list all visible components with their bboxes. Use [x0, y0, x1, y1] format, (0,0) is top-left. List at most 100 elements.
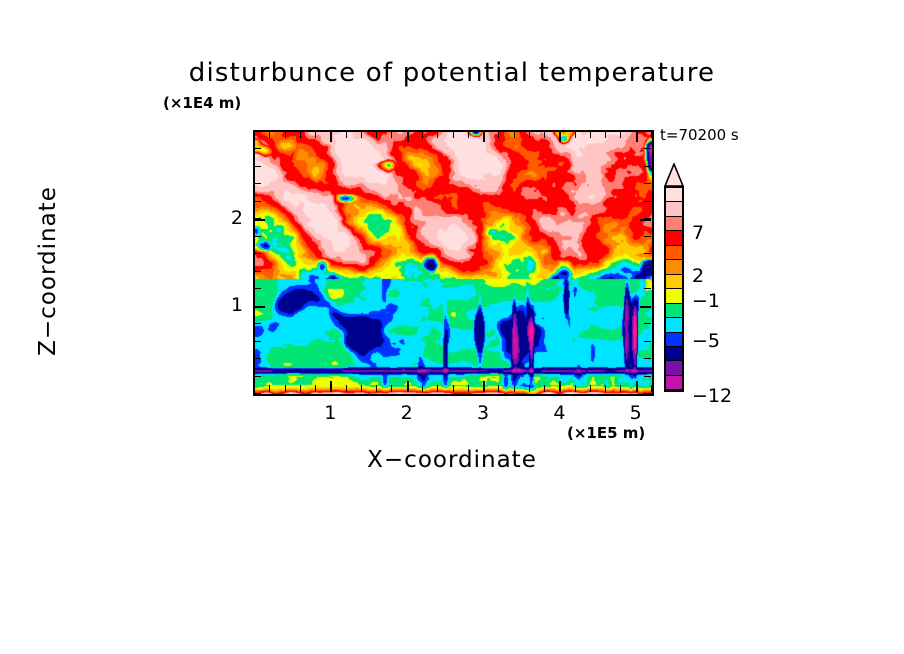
x-minor-tick-top	[284, 131, 286, 138]
y-minor-tick	[254, 393, 261, 394]
colorbar-band	[666, 317, 682, 332]
x-tick-label: 5	[629, 402, 642, 424]
x-tick-label: 3	[476, 402, 490, 424]
y-major-tick	[254, 219, 265, 221]
contour-field-canvas	[255, 132, 652, 394]
y-minor-tick-right	[644, 393, 651, 394]
y-minor-tick-right	[644, 270, 651, 272]
y-minor-tick-right	[644, 200, 651, 202]
colorbar-band	[666, 201, 682, 216]
x-minor-tick-top	[269, 131, 271, 138]
y-tick-label: 1	[230, 294, 243, 317]
x-minor-tick	[605, 385, 607, 392]
y-minor-tick	[254, 200, 261, 202]
x-minor-tick	[467, 385, 469, 392]
x-minor-tick	[498, 385, 500, 392]
colorbar-tick-label: −12	[692, 385, 733, 407]
x-minor-tick-top	[299, 131, 301, 138]
x-minor-tick	[544, 385, 546, 392]
x-minor-tick	[345, 385, 347, 392]
x-major-tick	[330, 381, 333, 392]
x-minor-tick	[315, 385, 317, 392]
x-minor-tick	[574, 385, 576, 392]
y-major-tick	[254, 306, 265, 309]
x-minor-tick	[513, 385, 515, 392]
x-minor-tick	[589, 385, 591, 392]
y-axis-title: Z−coordinate	[35, 186, 61, 356]
x-minor-tick	[360, 385, 362, 392]
y-minor-tick-right	[644, 183, 651, 185]
x-major-tick	[483, 381, 486, 392]
x-minor-tick-top	[254, 131, 255, 138]
page-title: disturbunce of potential temperature	[188, 58, 716, 88]
x-minor-tick	[284, 385, 286, 392]
colorbar-band	[666, 273, 682, 289]
x-tick-label: 2	[400, 402, 413, 424]
x-major-tick-top	[559, 131, 562, 142]
x-minor-tick	[452, 385, 454, 392]
colorbar-band	[666, 244, 682, 260]
y-minor-tick-right	[644, 131, 651, 132]
colorbar-band	[666, 345, 682, 361]
colorbar-band	[666, 389, 682, 390]
y-minor-tick	[254, 358, 261, 360]
x-minor-tick	[437, 385, 439, 392]
y-major-tick-right	[640, 219, 651, 221]
y-tick-label: 2	[230, 207, 243, 229]
y-minor-tick	[254, 340, 261, 342]
x-minor-tick-top	[605, 131, 607, 138]
y-minor-tick	[254, 165, 261, 167]
x-minor-tick	[254, 385, 255, 392]
colorbar-tick-label: 7	[692, 222, 705, 244]
y-minor-tick-right	[644, 358, 651, 360]
x-minor-tick-top	[315, 131, 317, 138]
y-minor-tick	[254, 183, 261, 185]
x-major-tick-top	[330, 131, 333, 142]
x-minor-tick-top	[376, 131, 378, 138]
x-minor-tick	[376, 385, 378, 392]
y-minor-tick	[254, 323, 261, 325]
x-major-tick-top	[635, 131, 638, 142]
y-minor-tick	[254, 288, 261, 290]
y-minor-tick	[254, 131, 261, 132]
colorbar-band	[666, 302, 682, 318]
y-minor-tick-right	[644, 323, 651, 325]
x-minor-tick-top	[345, 131, 347, 138]
colorbar-band	[666, 259, 682, 274]
colorbar-band	[666, 360, 682, 375]
y-minor-tick	[254, 218, 261, 220]
x-minor-tick-top	[452, 131, 454, 138]
y-minor-tick-right	[644, 235, 651, 237]
x-minor-tick	[620, 385, 622, 392]
colorbar-band	[666, 215, 682, 231]
contour-plot-area	[253, 130, 654, 396]
x-axis-unit-label: (×1E5 m)	[567, 424, 646, 442]
x-minor-tick-top	[437, 131, 439, 138]
x-major-tick	[406, 381, 409, 392]
x-minor-tick-top	[620, 131, 622, 138]
colorbar-tick-label: 2	[692, 265, 705, 287]
x-minor-tick	[299, 385, 301, 392]
x-minor-tick	[391, 385, 393, 392]
y-minor-tick-right	[644, 253, 651, 255]
x-minor-tick-top	[391, 131, 393, 138]
x-major-tick	[635, 381, 638, 392]
x-minor-tick-top	[528, 131, 530, 138]
colorbar-tick-label: −1	[692, 290, 721, 312]
x-minor-tick-top	[360, 131, 362, 138]
y-minor-tick	[254, 375, 261, 377]
x-minor-tick-top	[574, 131, 576, 138]
colorbar-tick-label: −5	[692, 330, 721, 352]
x-major-tick	[559, 381, 562, 392]
x-tick-label: 4	[553, 402, 566, 424]
colorbar-band	[666, 188, 682, 202]
y-major-tick-right	[640, 306, 651, 309]
x-axis-title: X−coordinate	[367, 447, 537, 473]
x-minor-tick	[651, 385, 652, 392]
x-major-tick-top	[406, 131, 409, 142]
colorbar	[664, 186, 684, 392]
x-minor-tick-top	[421, 131, 423, 138]
x-minor-tick-top	[544, 131, 546, 138]
x-major-tick-top	[483, 131, 486, 142]
